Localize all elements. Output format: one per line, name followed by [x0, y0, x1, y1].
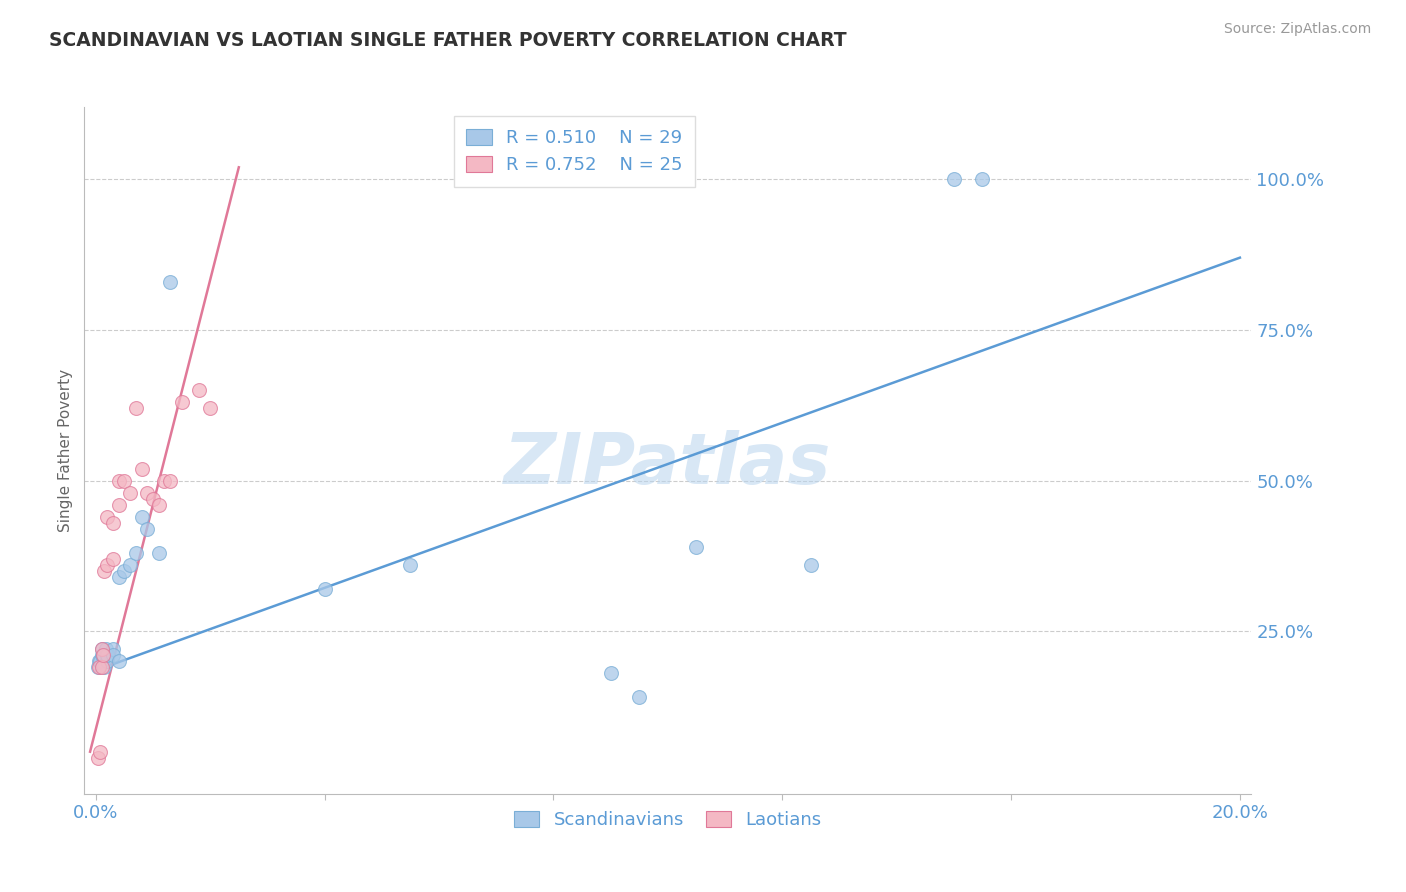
Text: ZIPatlas: ZIPatlas	[505, 430, 831, 499]
Point	[94, 642, 117, 657]
Point	[89, 654, 111, 668]
Point	[599, 666, 621, 681]
Point	[136, 485, 159, 500]
Point	[90, 642, 112, 657]
Point	[90, 642, 112, 657]
Point	[90, 648, 112, 663]
Point	[90, 660, 112, 674]
Point	[159, 275, 181, 289]
Point	[93, 660, 115, 674]
Point	[131, 509, 153, 524]
Y-axis label: Single Father Poverty: Single Father Poverty	[58, 369, 73, 532]
Point	[91, 648, 114, 663]
Point	[86, 750, 108, 764]
Point	[120, 558, 142, 572]
Point	[86, 660, 108, 674]
Point	[148, 498, 170, 512]
Point	[800, 558, 823, 572]
Point	[187, 383, 209, 397]
Text: SCANDINAVIAN VS LAOTIAN SINGLE FATHER POVERTY CORRELATION CHART: SCANDINAVIAN VS LAOTIAN SINGLE FATHER PO…	[49, 31, 846, 50]
Point	[107, 570, 129, 584]
Point	[112, 474, 135, 488]
Point	[107, 654, 129, 668]
Point	[125, 401, 148, 416]
Point	[107, 498, 129, 512]
Point	[101, 552, 124, 566]
Point	[107, 474, 129, 488]
Point	[89, 745, 111, 759]
Point	[96, 648, 118, 663]
Point	[148, 546, 170, 560]
Point	[399, 558, 422, 572]
Point	[96, 654, 118, 668]
Legend: Scandinavians, Laotians: Scandinavians, Laotians	[506, 804, 830, 837]
Point	[972, 172, 994, 186]
Point	[136, 522, 159, 536]
Point	[153, 474, 176, 488]
Point	[142, 491, 165, 506]
Point	[120, 485, 142, 500]
Point	[112, 564, 135, 578]
Point	[96, 509, 118, 524]
Point	[101, 516, 124, 530]
Point	[101, 642, 124, 657]
Point	[170, 395, 193, 409]
Point	[159, 474, 181, 488]
Point	[628, 690, 651, 705]
Point	[200, 401, 222, 416]
Point	[91, 648, 114, 663]
Point	[131, 461, 153, 475]
Point	[942, 172, 965, 186]
Point	[93, 564, 115, 578]
Point	[101, 648, 124, 663]
Point	[87, 660, 110, 674]
Point	[96, 558, 118, 572]
Point	[314, 582, 336, 596]
Point	[125, 546, 148, 560]
Point	[87, 654, 110, 668]
Point	[685, 540, 707, 554]
Text: Source: ZipAtlas.com: Source: ZipAtlas.com	[1223, 22, 1371, 37]
